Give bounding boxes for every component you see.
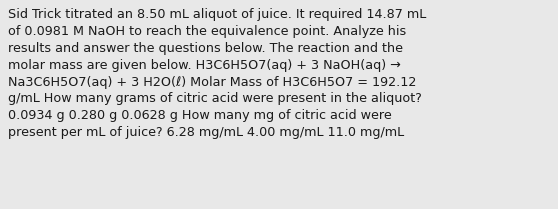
Text: Sid Trick titrated an 8.50 mL aliquot of juice. It required 14.87 mL
of 0.0981 M: Sid Trick titrated an 8.50 mL aliquot of… bbox=[8, 8, 427, 139]
